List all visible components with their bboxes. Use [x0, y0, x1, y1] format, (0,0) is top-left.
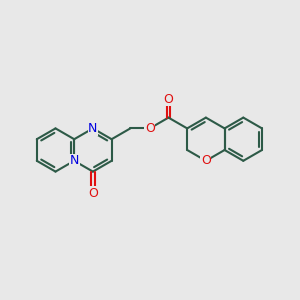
Text: O: O	[201, 154, 211, 167]
Text: N: N	[70, 154, 79, 167]
Text: N: N	[88, 122, 98, 135]
Text: O: O	[88, 187, 98, 200]
Text: O: O	[145, 122, 155, 135]
Text: O: O	[164, 93, 173, 106]
